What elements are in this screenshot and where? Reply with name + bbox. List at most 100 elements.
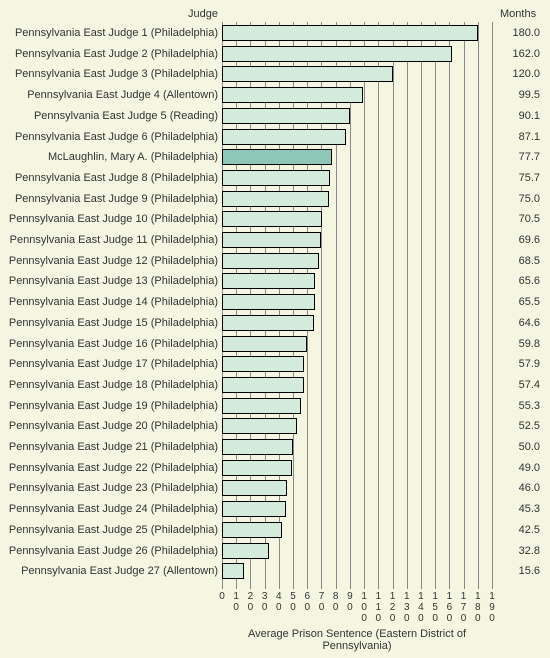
sentence-bar [222,418,297,434]
judge-row: Pennsylvania East Judge 14 (Philadelphia… [0,293,550,313]
sentence-value: 50.0 [500,441,540,453]
judge-row: Pennsylvania East Judge 17 (Philadelphia… [0,355,550,375]
sentence-bar [222,66,393,82]
judge-row: Pennsylvania East Judge 26 (Philadelphia… [0,542,550,562]
sentence-value: 180.0 [500,27,540,39]
sentence-value: 162.0 [500,48,540,60]
judge-row: Pennsylvania East Judge 24 (Philadelphia… [0,500,550,520]
judge-row: Pennsylvania East Judge 21 (Philadelphia… [0,438,550,458]
judge-row: Pennsylvania East Judge 12 (Philadelphia… [0,252,550,272]
sentence-value: 120.0 [500,68,540,80]
sentence-bar [222,460,292,476]
judge-label: Pennsylvania East Judge 10 (Philadelphia… [0,213,218,225]
sentence-bar [222,108,350,124]
judge-label: Pennsylvania East Judge 26 (Philadelphia… [0,545,218,557]
sentence-bar [222,46,452,62]
judge-label: Pennsylvania East Judge 11 (Philadelphia… [0,234,218,246]
judge-row: Pennsylvania East Judge 4 (Allentown)99.… [0,86,550,106]
sentence-bar [222,501,286,517]
sentence-bar [222,129,346,145]
column-header-judge: Judge [0,8,218,20]
sentence-bar [222,87,363,103]
sentence-value: 65.6 [500,275,540,287]
judge-label: Pennsylvania East Judge 19 (Philadelphia… [0,400,218,412]
sentence-bar [222,543,269,559]
judge-row: McLaughlin, Mary A. (Philadelphia)77.7 [0,148,550,168]
sentence-value: 55.3 [500,400,540,412]
judge-row: Pennsylvania East Judge 23 (Philadelphia… [0,479,550,499]
judge-row: Pennsylvania East Judge 10 (Philadelphia… [0,210,550,230]
column-header-months: Months [500,8,536,20]
judge-row: Pennsylvania East Judge 22 (Philadelphia… [0,459,550,479]
judge-label: Pennsylvania East Judge 24 (Philadelphia… [0,503,218,515]
x-axis-title: Average Prison Sentence (Eastern Distric… [222,628,492,652]
judge-row: Pennsylvania East Judge 2 (Philadelphia)… [0,45,550,65]
sentence-value: 75.0 [500,193,540,205]
sentence-bar [222,315,314,331]
sentence-value: 90.1 [500,110,540,122]
judge-label: Pennsylvania East Judge 17 (Philadelphia… [0,358,218,370]
judge-label: Pennsylvania East Judge 2 (Philadelphia) [0,48,218,60]
judge-sentence-chart: Judge Months Average Prison Sentence (Ea… [0,0,550,658]
sentence-bar [222,170,330,186]
judge-label: Pennsylvania East Judge 21 (Philadelphia… [0,441,218,453]
sentence-bar [222,294,315,310]
sentence-bar [222,191,329,207]
sentence-value: 70.5 [500,213,540,225]
sentence-bar [222,522,282,538]
judge-row: Pennsylvania East Judge 15 (Philadelphia… [0,314,550,334]
judge-row: Pennsylvania East Judge 25 (Philadelphia… [0,521,550,541]
judge-row: Pennsylvania East Judge 11 (Philadelphia… [0,231,550,251]
sentence-value: 68.5 [500,255,540,267]
sentence-value: 46.0 [500,482,540,494]
judge-label: Pennsylvania East Judge 27 (Allentown) [0,565,218,577]
sentence-bar [222,149,332,165]
sentence-bar [222,232,321,248]
judge-label: Pennsylvania East Judge 14 (Philadelphia… [0,296,218,308]
judge-row: Pennsylvania East Judge 19 (Philadelphia… [0,397,550,417]
sentence-bar [222,480,287,496]
sentence-bar [222,356,304,372]
judge-label: Pennsylvania East Judge 5 (Reading) [0,110,218,122]
sentence-bar [222,336,307,352]
sentence-value: 45.3 [500,503,540,515]
judge-row: Pennsylvania East Judge 5 (Reading) 90.1 [0,107,550,127]
judge-label: Pennsylvania East Judge 20 (Philadelphia… [0,420,218,432]
judge-label: Pennsylvania East Judge 8 (Philadelphia) [0,172,218,184]
judge-label: Pennsylvania East Judge 25 (Philadelphia… [0,524,218,536]
x-tick-label: 1 9 0 [484,591,500,624]
sentence-value: 65.5 [500,296,540,308]
judge-row: Pennsylvania East Judge 16 (Philadelphia… [0,335,550,355]
judge-row: Pennsylvania East Judge 8 (Philadelphia)… [0,169,550,189]
judge-label: Pennsylvania East Judge 16 (Philadelphia… [0,338,218,350]
sentence-value: 99.5 [500,89,540,101]
judge-row: Pennsylvania East Judge 6 (Philadelphia)… [0,128,550,148]
sentence-bar [222,253,319,269]
sentence-bar [222,398,301,414]
sentence-value: 15.6 [500,565,540,577]
judge-row: Pennsylvania East Judge 13 (Philadelphia… [0,272,550,292]
sentence-value: 69.6 [500,234,540,246]
sentence-value: 49.0 [500,462,540,474]
judge-label: Pennsylvania East Judge 12 (Philadelphia… [0,255,218,267]
judge-label: Pennsylvania East Judge 15 (Philadelphia… [0,317,218,329]
judge-label: Pennsylvania East Judge 18 (Philadelphia… [0,379,218,391]
judge-label: Pennsylvania East Judge 1 (Philadelphia) [0,27,218,39]
judge-label: Pennsylvania East Judge 23 (Philadelphia… [0,482,218,494]
judge-label: Pennsylvania East Judge 22 (Philadelphia… [0,462,218,474]
judge-row: Pennsylvania East Judge 27 (Allentown) 15… [0,562,550,582]
judge-label: Pennsylvania East Judge 13 (Philadelphia… [0,275,218,287]
judge-row: Pennsylvania East Judge 1 (Philadelphia)… [0,24,550,44]
sentence-bar [222,439,293,455]
sentence-value: 87.1 [500,131,540,143]
judge-label: Pennsylvania East Judge 3 (Philadelphia) [0,68,218,80]
sentence-bar [222,211,322,227]
judge-row: Pennsylvania East Judge 9 (Philadelphia)… [0,190,550,210]
sentence-value: 59.8 [500,338,540,350]
sentence-value: 64.6 [500,317,540,329]
sentence-bar [222,273,315,289]
sentence-value: 75.7 [500,172,540,184]
sentence-value: 57.9 [500,358,540,370]
sentence-value: 42.5 [500,524,540,536]
sentence-bar [222,377,304,393]
